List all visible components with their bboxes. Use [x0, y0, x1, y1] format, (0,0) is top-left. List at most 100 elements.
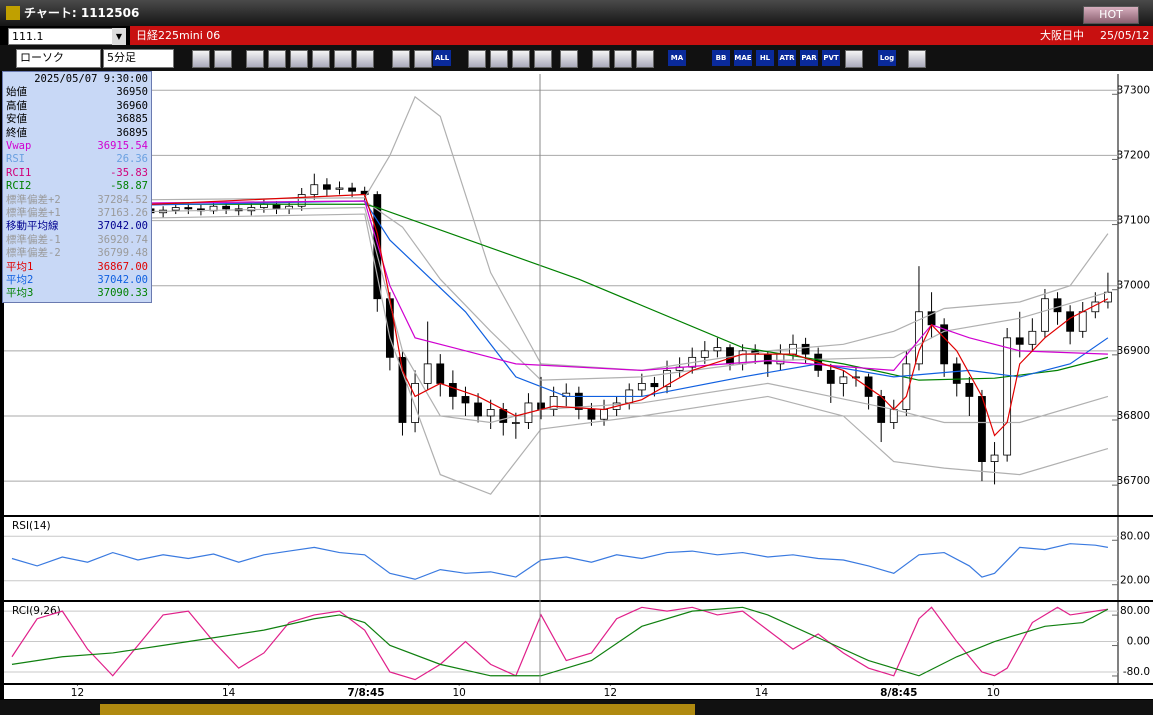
- title-bar: チャート: 1112506: [0, 0, 1153, 26]
- info-label: 標準偏差+2: [6, 193, 61, 206]
- candle-body: [310, 184, 319, 195]
- candle-body: [398, 356, 407, 423]
- toolbar-icon[interactable]: [560, 50, 578, 68]
- info-datetime: 2025/05/07 9:30:00: [34, 73, 148, 85]
- toolbar-icon[interactable]: [290, 50, 308, 68]
- interval-select[interactable]: 5分足: [103, 49, 174, 68]
- toolbar-icon[interactable]: [592, 50, 610, 68]
- toolbar-icon[interactable]: [614, 50, 632, 68]
- series-line: [11, 543, 1109, 580]
- toolbar-icon[interactable]: [636, 50, 654, 68]
- symbol-name: 日経225mini 06: [136, 29, 221, 42]
- toolbar-icon[interactable]: [334, 50, 352, 68]
- candle-body: [1015, 337, 1024, 345]
- candle-body: [877, 396, 886, 423]
- hot-button[interactable]: HOT: [1083, 6, 1139, 24]
- toolbar-icon[interactable]: [246, 50, 264, 68]
- candle-body: [587, 409, 596, 420]
- candle-body: [1003, 337, 1012, 456]
- series-line: [11, 200, 1109, 381]
- candle-body: [1053, 298, 1062, 313]
- dropdown-arrow[interactable]: ▼: [112, 28, 126, 45]
- app-icon: [6, 6, 20, 20]
- candle-body: [902, 363, 911, 410]
- candle-body: [297, 194, 306, 207]
- toolbar-icon[interactable]: [845, 50, 863, 68]
- toolbar-icon[interactable]: [392, 50, 410, 68]
- candle-body: [978, 396, 986, 462]
- candle-body: [663, 369, 671, 388]
- info-value: 37163.26: [97, 207, 148, 219]
- info-row: RCI2 -58.87: [6, 180, 148, 193]
- x-tick-label: 10: [452, 687, 465, 699]
- series-line: [11, 606, 1109, 681]
- candle-body: [864, 376, 873, 397]
- info-label: 標準偏差+1: [6, 207, 61, 219]
- series-line: [11, 206, 1109, 424]
- info-row: RSI 26.36: [6, 153, 148, 166]
- info-row: 平均3 37090.33: [6, 287, 148, 300]
- toolbar-button[interactable]: MAE: [734, 50, 752, 66]
- info-row: 標準偏差-1 36920.74: [6, 234, 148, 247]
- toolbar-button[interactable]: PVT: [822, 50, 840, 66]
- candle-body: [348, 187, 356, 192]
- info-row: RCI1 -35.83: [6, 167, 148, 180]
- info-value: 37042.00: [97, 220, 148, 233]
- candle-body: [1028, 330, 1037, 345]
- candle-body: [171, 207, 180, 211]
- candle-body: [448, 383, 457, 397]
- toolbar-icon[interactable]: [468, 50, 486, 68]
- info-row: 平均1 36867.00: [6, 261, 148, 274]
- plot-background: [4, 71, 1153, 699]
- toolbar-button[interactable]: Log: [878, 50, 896, 66]
- candle-body: [839, 376, 848, 384]
- toolbar-button[interactable]: MA: [668, 50, 686, 66]
- y-tick-label: 36800: [1117, 410, 1150, 422]
- y-tick-label: 36700: [1117, 475, 1150, 487]
- toolbar-button[interactable]: ALL: [433, 50, 451, 66]
- info-label: 始値: [6, 86, 27, 99]
- toolbar-button[interactable]: ATR: [778, 50, 796, 66]
- candle-body: [776, 353, 785, 365]
- info-value: 36799.48: [97, 247, 148, 260]
- series-line: [11, 200, 1109, 398]
- toolbar-button[interactable]: PAR: [800, 50, 818, 66]
- toolbar-icon[interactable]: [268, 50, 286, 68]
- candle-body: [574, 392, 583, 410]
- chart-type-select[interactable]: ローソク: [16, 49, 101, 68]
- info-value: 26.36: [116, 153, 148, 166]
- toolbar-icon[interactable]: [512, 50, 530, 68]
- series-line: [11, 606, 1109, 677]
- toolbar-icon[interactable]: [312, 50, 330, 68]
- info-value: 36950: [116, 86, 148, 99]
- toolbar-icon[interactable]: [214, 50, 232, 68]
- info-value: 36960: [116, 99, 148, 112]
- candle-body: [436, 363, 445, 384]
- candle-body: [915, 311, 923, 365]
- info-value: 37284.52: [97, 193, 148, 206]
- toolbar-button[interactable]: HL: [756, 50, 774, 66]
- candle-body: [322, 184, 331, 190]
- info-row: 標準偏差-2 36799.48: [6, 247, 148, 260]
- info-label: RSI: [6, 153, 25, 166]
- session-bar: [130, 26, 1153, 45]
- info-label: 平均2: [6, 274, 34, 286]
- candle-body: [1078, 311, 1087, 332]
- session: 大阪日中: [1040, 29, 1084, 42]
- toolbar-icon[interactable]: [356, 50, 374, 68]
- toolbar-button[interactable]: BB: [712, 50, 730, 66]
- info-value: -58.87: [110, 180, 148, 193]
- toolbar-icon[interactable]: [534, 50, 552, 68]
- info-value: 36885: [116, 113, 148, 126]
- y-tick-label: 0.00: [1127, 636, 1150, 648]
- toolbar-icon[interactable]: [192, 50, 210, 68]
- candle-body: [637, 383, 646, 391]
- x-tick-label: 10: [987, 687, 1000, 699]
- toolbar-icon[interactable]: [490, 50, 508, 68]
- symbol-input[interactable]: 111.1: [8, 28, 113, 45]
- toolbar-icon[interactable]: [908, 50, 926, 68]
- info-label: 高値: [6, 99, 27, 112]
- info-label: RCI2: [6, 180, 32, 193]
- toolbar-icon[interactable]: [414, 50, 432, 68]
- info-label: 標準偏差-2: [6, 247, 61, 260]
